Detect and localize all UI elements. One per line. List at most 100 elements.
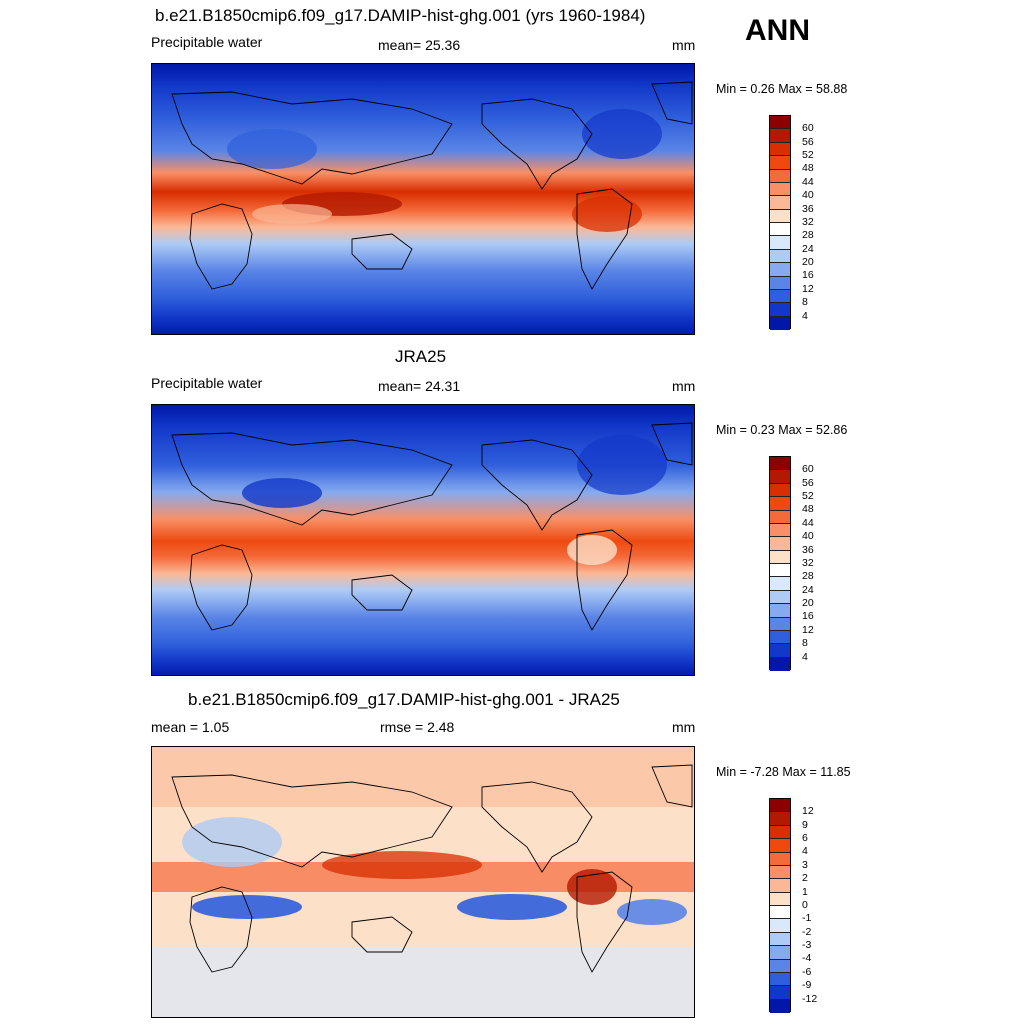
panel-2-colorbar-swatch (770, 644, 790, 658)
panel-1-colorbar-tick: 32 (802, 216, 814, 228)
panel-1-colorbar-swatch (770, 303, 790, 317)
panel-1-colorbar-swatch (770, 289, 790, 304)
season-label: ANN (745, 14, 810, 47)
panel-2-coastlines (171, 422, 693, 631)
panel-3-colorbar-swatch (770, 812, 790, 826)
panel-3-colorbar (769, 798, 791, 1013)
panel-1-map-graphic (152, 64, 694, 334)
panel-1-coastlines (171, 81, 693, 290)
panel-1-colorbar-tick: 28 (802, 229, 814, 241)
panel-1-colorbar-swatch (770, 249, 790, 264)
panel-1-colorbar-tick: 24 (802, 243, 814, 255)
panel-2-variable-label: Precipitable water (151, 375, 263, 391)
panel-1-colorbar-tick: 48 (802, 162, 814, 174)
panel-2-colorbar-tick: 20 (802, 597, 814, 609)
panel-2-colorbar-tick: 48 (802, 503, 814, 515)
panel-1-colorbar (769, 115, 791, 330)
panel-1-colorbar-tick: 4 (802, 310, 808, 322)
panel-3-colorbar-tick: 2 (802, 872, 808, 884)
panel-2-colorbar-swatch (770, 617, 790, 631)
panel-1-colorbar-swatch (770, 263, 790, 277)
panel-2-colorbar-tick: 24 (802, 584, 814, 596)
panel-3-colorbar-swatch (770, 986, 790, 1000)
panel-2-colorbar-tick: 12 (802, 624, 814, 636)
panel-1-colorbar-swatch (770, 116, 790, 130)
panel-2-map (151, 404, 695, 676)
panel-2-colorbar-swatch (770, 630, 790, 645)
panel-3-colorbar-swatch (770, 865, 790, 880)
panel-3-colorbar-tick: -1 (802, 912, 812, 924)
panel-1-colorbar-tick: 20 (802, 256, 814, 268)
panel-2-mean-label: mean= 24.31 (378, 378, 461, 394)
panel-2-colorbar-tick: 32 (802, 557, 814, 569)
panel-2-colorbar-tick: 36 (802, 544, 814, 556)
panel-2-colorbar-swatch (770, 604, 790, 618)
panel-3-colorbar-swatch (770, 906, 790, 920)
panel-1-colorbar-swatch (770, 156, 790, 170)
panel-3-colorbar-tick: -6 (802, 966, 812, 978)
panel-2-colorbar-swatch (770, 523, 790, 538)
panel-1-colorbar-swatch (770, 169, 790, 183)
panel-3-colorbar-tick: -2 (802, 926, 812, 938)
panel-3-coastlines (171, 764, 693, 973)
panel-3-map-graphic (152, 747, 694, 1017)
panel-1-colorbar-swatch (770, 182, 790, 197)
panel-2-colorbar-tick: 28 (802, 570, 814, 582)
panel-1-colorbar-swatch (770, 209, 790, 223)
panel-3-colorbar-swatch (770, 972, 790, 987)
panel-3-title: b.e21.B1850cmip6.f09_g17.DAMIP-hist-ghg.… (188, 690, 620, 709)
panel-1-colorbar-tick: 60 (802, 122, 814, 134)
panel-2-colorbar-tick: 56 (802, 477, 814, 489)
panel-2-units: mm (672, 378, 696, 394)
panel-2-colorbar (769, 456, 791, 671)
panel-1-colorbar-swatch (770, 236, 790, 250)
panel-1-colorbar-tick: 56 (802, 136, 814, 148)
panel-3-map (151, 746, 695, 1018)
panel-3-colorbar-tick: 12 (802, 805, 814, 817)
panel-3-colorbar-tick: -3 (802, 939, 812, 951)
panel-2-minmax: Min = 0.23 Max = 52.86 (716, 423, 848, 437)
panel-1-colorbar-swatch (770, 196, 790, 210)
panel-1-title: b.e21.B1850cmip6.f09_g17.DAMIP-hist-ghg.… (155, 6, 646, 25)
panel-2-colorbar-tick: 52 (802, 490, 814, 502)
panel-2-colorbar-swatch (770, 657, 790, 671)
panel-2-colorbar-swatch (770, 590, 790, 605)
panel-2-colorbar-swatch (770, 497, 790, 511)
panel-3-rmse-label: rmse = 2.48 (380, 719, 455, 735)
panel-2-colorbar-tick: 4 (802, 651, 808, 663)
panel-1-colorbar-swatch (770, 223, 790, 237)
panel-3-colorbar-tick: -4 (802, 952, 812, 964)
panel-1-colorbar-tick: 16 (802, 269, 814, 281)
panel-3-colorbar-tick: 4 (802, 845, 808, 857)
panel-1-colorbar-swatch (770, 276, 790, 290)
panel-1-colorbar-swatch (770, 316, 790, 330)
panel-2-colorbar-swatch (770, 577, 790, 591)
panel-3-colorbar-swatch (770, 959, 790, 973)
panel-2-colorbar-tick: 16 (802, 610, 814, 622)
panel-3-colorbar-swatch (770, 946, 790, 960)
panel-3-colorbar-tick: 3 (802, 859, 808, 871)
panel-2-colorbar-tick: 8 (802, 637, 808, 649)
panel-2-colorbar-tick: 60 (802, 463, 814, 475)
panel-2-colorbar-swatch (770, 483, 790, 498)
panel-2-colorbar-swatch (770, 510, 790, 524)
panel-3-colorbar-tick: 1 (802, 886, 808, 898)
panel-2-colorbar-tick: 44 (802, 517, 814, 529)
panel-3-colorbar-swatch (770, 852, 790, 866)
panel-1-colorbar-swatch (770, 129, 790, 143)
panel-3-colorbar-swatch (770, 919, 790, 933)
panel-2-colorbar-swatch (770, 564, 790, 578)
panel-2-colorbar-swatch (770, 470, 790, 484)
panel-3-colorbar-tick: 0 (802, 899, 808, 911)
panel-1-colorbar-tick: 12 (802, 283, 814, 295)
panel-3-colorbar-swatch (770, 932, 790, 947)
panel-3-colorbar-swatch (770, 825, 790, 840)
panel-3-colorbar-swatch (770, 839, 790, 853)
panel-1-colorbar-tick: 44 (802, 176, 814, 188)
panel-3-colorbar-tick: -12 (802, 993, 818, 1005)
panel-3-units: mm (672, 719, 696, 735)
panel-1-colorbar-tick: 52 (802, 149, 814, 161)
panel-2-colorbar-swatch (770, 550, 790, 564)
panel-2-colorbar-tick: 40 (802, 530, 814, 542)
panel-3-colorbar-tick: 6 (802, 832, 808, 844)
